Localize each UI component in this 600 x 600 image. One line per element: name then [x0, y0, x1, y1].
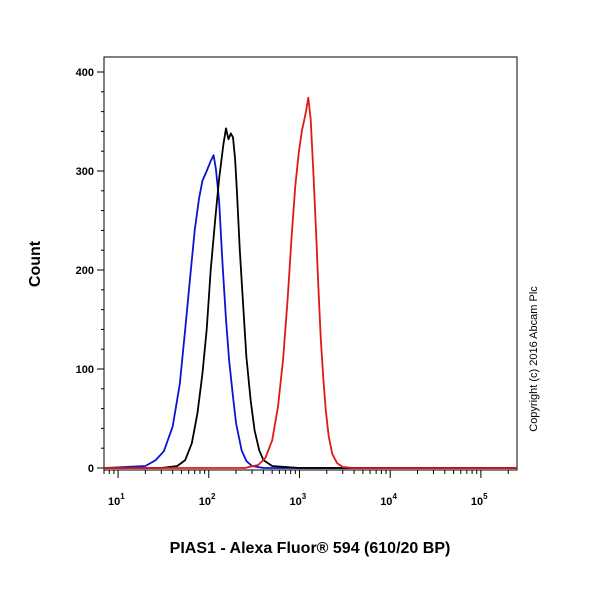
y-tick-label: 300 [76, 166, 94, 178]
series-line-blue [103, 154, 517, 469]
series-line-red [104, 96, 517, 469]
x-tick-label: 101 [108, 492, 125, 508]
x-tick-label: 103 [289, 492, 306, 508]
y-tick-label: 400 [76, 67, 94, 79]
x-tick-label: 104 [380, 492, 397, 508]
copyright-annotation: Copyright (c) 2016 Abcam Plc [528, 286, 540, 432]
y-tick-label: 0 [88, 463, 94, 475]
series-layer [103, 96, 517, 469]
x-axis: 101 102 103 104 105 [103, 470, 509, 508]
y-tick-label: 100 [76, 364, 94, 376]
x-axis-title: PIAS1 - Alexa Fluor® 594 (610/20 BP) [170, 540, 451, 557]
y-axis: 0 100 200 300 400 [76, 67, 104, 475]
y-axis-title: Count [27, 240, 44, 287]
plot-frame [103, 56, 518, 471]
series-line-black [104, 127, 517, 469]
x-tick-label: 105 [471, 492, 488, 508]
x-tick-label: 102 [199, 492, 216, 508]
y-tick-label: 200 [76, 265, 94, 277]
